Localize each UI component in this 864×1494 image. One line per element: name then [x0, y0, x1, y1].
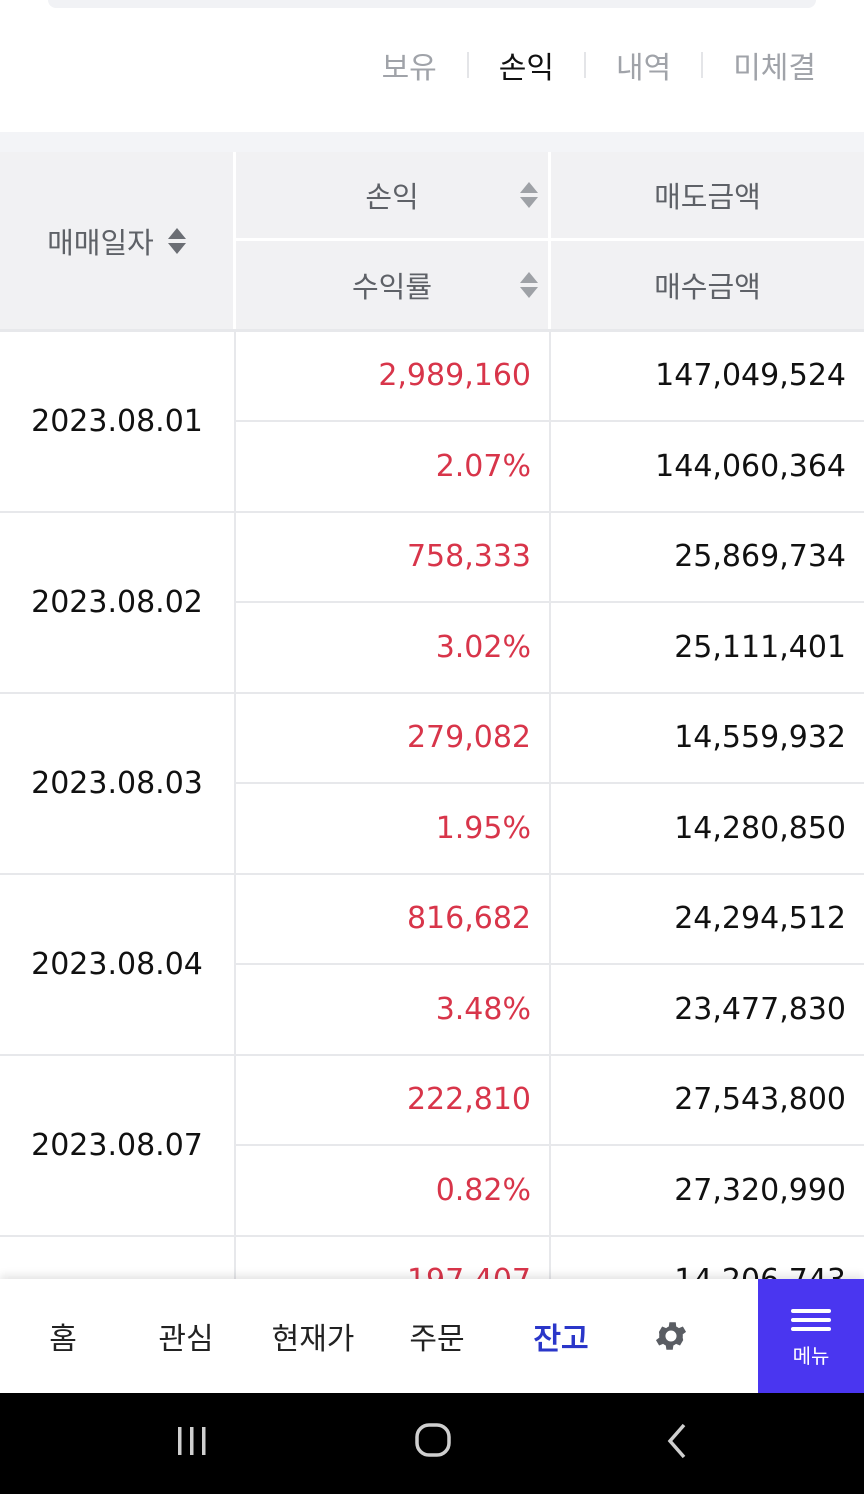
- tab-history[interactable]: 내역: [615, 51, 672, 86]
- top-bar-remnant: [48, 0, 816, 8]
- trade-date: 2023.08.07: [0, 1056, 236, 1235]
- sort-icon: [520, 181, 538, 208]
- profit-value: 222,810: [236, 1056, 549, 1146]
- rate-value: 3.02%: [435, 629, 531, 665]
- hamburger-icon: [791, 1304, 831, 1336]
- nav-order[interactable]: 주문: [409, 1322, 465, 1357]
- subtab-bar: 보유 손익 내역 미체결: [382, 40, 816, 90]
- trade-date: 2023.08.01: [0, 332, 236, 511]
- profit-value: 279,082: [236, 694, 549, 784]
- sort-icon: [167, 227, 186, 254]
- rate-value: 0.82%: [435, 1172, 531, 1208]
- gear-icon[interactable]: [652, 1317, 690, 1355]
- sell-amount-value: 27,543,800: [551, 1056, 864, 1146]
- bottom-nav: 홈 관심 현재가 주문 잔고 메뉴: [0, 1279, 864, 1393]
- header-rate[interactable]: 수익률: [236, 241, 548, 329]
- section-divider: [0, 132, 864, 152]
- nav-watchlist[interactable]: 관심: [158, 1322, 214, 1357]
- tab-divider: [701, 52, 704, 78]
- buy-amount-value: 23,477,830: [674, 991, 846, 1027]
- tab-holdings[interactable]: 보유: [381, 51, 437, 86]
- profit-value: 758,333: [236, 513, 549, 603]
- sort-icon: [520, 271, 538, 298]
- menu-label: 메뉴: [792, 1343, 830, 1368]
- rate-value: 1.95%: [435, 810, 531, 846]
- back-icon[interactable]: [660, 1421, 696, 1461]
- header-buy-amount: 매수금액: [654, 269, 761, 304]
- rate-value: 3.48%: [435, 991, 531, 1027]
- table-row[interactable]: 2023.08.03 279,082 1.95% 14,559,932 14,2…: [0, 694, 864, 875]
- sell-amount-value: 24,294,512: [551, 875, 864, 965]
- table-row[interactable]: 2023.08.02 758,333 3.02% 25,869,734 25,1…: [0, 513, 864, 694]
- trade-date: 2023.08.02: [0, 513, 236, 692]
- nav-home[interactable]: 홈: [49, 1322, 77, 1357]
- trade-date: 2023.08.03: [0, 694, 236, 873]
- menu-button[interactable]: 메뉴: [758, 1279, 864, 1393]
- sell-amount-value: 25,869,734: [551, 513, 864, 603]
- header-rate-label: 수익률: [351, 269, 433, 304]
- home-icon[interactable]: [412, 1421, 456, 1461]
- header-sell-amount: 매도금액: [551, 152, 864, 241]
- buy-amount-value: 14,280,850: [674, 810, 846, 846]
- trade-date: 2023.08.04: [0, 875, 236, 1054]
- profit-table: 매매일자 손익 수익률 매도금액 매수금액 2023.08.01 2,989,1…: [0, 152, 864, 1418]
- tab-divider: [466, 52, 469, 78]
- header-profit[interactable]: 손익: [236, 152, 548, 241]
- header-date-label: 매매일자: [47, 225, 154, 260]
- table-row[interactable]: 2023.08.07 222,810 0.82% 27,543,800 27,3…: [0, 1056, 864, 1237]
- table-row[interactable]: 2023.08.01 2,989,160 2.07% 147,049,524 1…: [0, 332, 864, 513]
- table-header: 매매일자 손익 수익률 매도금액 매수금액: [0, 152, 864, 332]
- sell-amount-value: 147,049,524: [551, 332, 864, 422]
- tab-unfilled[interactable]: 미체결: [733, 51, 816, 86]
- tab-profit-loss[interactable]: 손익: [498, 51, 554, 86]
- table-row[interactable]: 2023.08.04 816,682 3.48% 24,294,512 23,4…: [0, 875, 864, 1056]
- nav-quote[interactable]: 현재가: [271, 1322, 355, 1357]
- recent-apps-icon[interactable]: [172, 1423, 212, 1459]
- nav-balance[interactable]: 잔고: [533, 1322, 589, 1357]
- header-date[interactable]: 매매일자: [0, 152, 236, 329]
- header-profit-label: 손익: [365, 179, 419, 214]
- buy-amount-value: 25,111,401: [674, 629, 846, 665]
- profit-value: 2,989,160: [236, 332, 549, 422]
- rate-value: 2.07%: [435, 448, 531, 484]
- buy-amount-value: 144,060,364: [655, 448, 846, 484]
- sell-amount-value: 14,559,932: [551, 694, 864, 784]
- profit-value: 816,682: [236, 875, 549, 965]
- system-nav-bar: [0, 1393, 864, 1494]
- tab-divider: [583, 52, 586, 78]
- buy-amount-value: 27,320,990: [674, 1172, 846, 1208]
